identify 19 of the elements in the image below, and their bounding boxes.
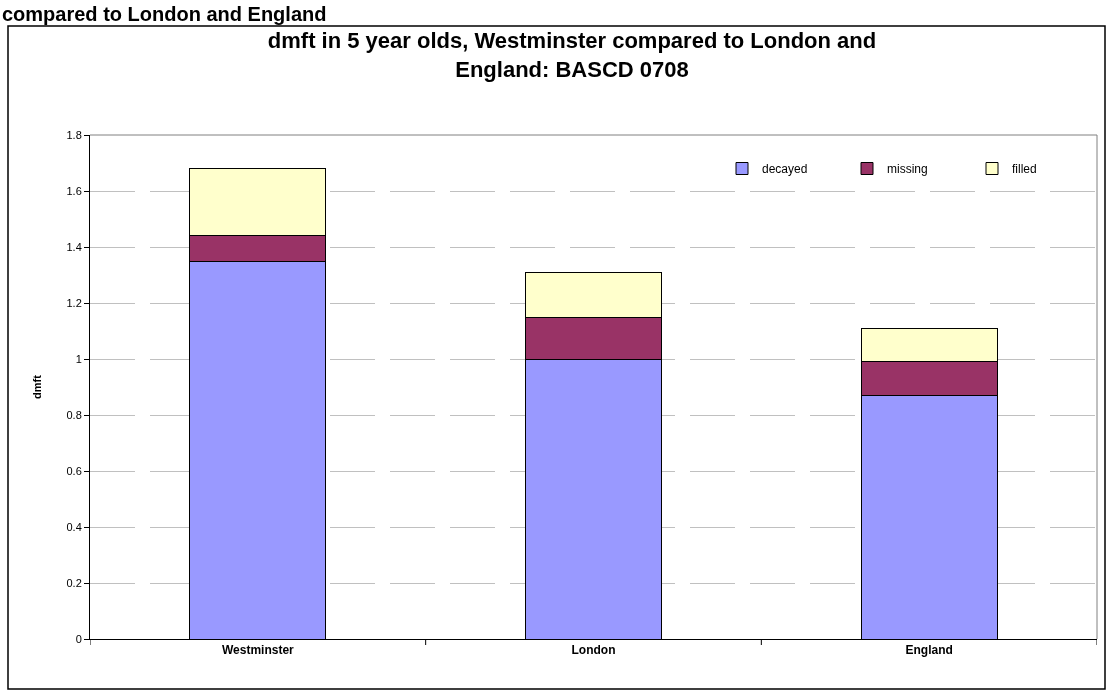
y-axis-title: dmft	[31, 374, 44, 399]
y-tick-label: 0.6	[66, 464, 82, 477]
y-tick-label: 1.2	[66, 296, 82, 309]
x-tick-label: Westminster	[221, 643, 295, 658]
x-tick-label: London	[571, 643, 616, 658]
y-tick-label: 0.4	[66, 520, 82, 533]
y-tick-label: 0.8	[66, 408, 82, 421]
chart-title: dmft in 5 year olds, Westminster compared to London and England: BASCD 0708	[267, 28, 877, 82]
y-tick-label: 1	[75, 352, 82, 365]
legend-label: decayed	[762, 162, 808, 177]
y-tick-label: 1.4	[66, 240, 82, 253]
legend-label: filled	[1012, 162, 1037, 177]
y-tick-label: 0	[75, 632, 82, 645]
y-tick-label: 1.6	[66, 184, 82, 197]
y-tick-label: 1.8	[66, 128, 82, 141]
y-tick-label: 0.2	[66, 576, 82, 589]
x-tick-label: England	[905, 643, 953, 658]
text: compared to London and England	[2, 3, 327, 25]
legend-label: missing	[887, 162, 928, 177]
